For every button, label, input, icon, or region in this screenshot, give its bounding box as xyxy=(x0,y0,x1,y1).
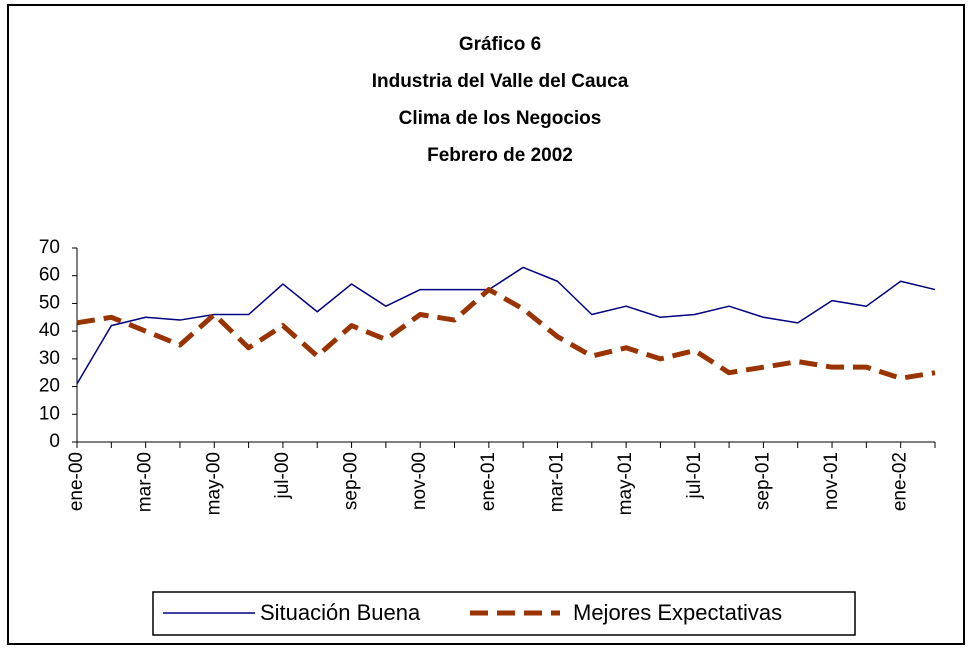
legend-label: Situación Buena xyxy=(260,600,421,625)
y-tick-label: 10 xyxy=(39,403,60,424)
legend-label: Mejores Expectativas xyxy=(573,600,782,625)
y-tick-label: 30 xyxy=(39,348,60,369)
y-tick-label: 0 xyxy=(49,431,60,452)
x-tick-label: ene-01 xyxy=(478,452,499,511)
y-tick-label: 20 xyxy=(39,376,60,397)
chart-title: Clima de los Negocios xyxy=(399,108,602,129)
chart-title: Febrero de 2002 xyxy=(427,145,573,166)
x-tick-label: sep-00 xyxy=(341,452,362,510)
x-tick-label: jul-00 xyxy=(272,452,293,499)
x-tick-label: jul-01 xyxy=(684,452,705,499)
x-tick-label: nov-01 xyxy=(821,452,842,510)
x-tick-label: may-00 xyxy=(203,452,224,515)
y-tick-label: 40 xyxy=(39,320,60,341)
x-tick-label: nov-00 xyxy=(409,452,430,510)
y-tick-label: 70 xyxy=(39,237,60,258)
y-tick-label: 60 xyxy=(39,265,60,286)
chart-frame xyxy=(7,4,965,645)
series-line xyxy=(76,287,936,381)
y-tick-label: 50 xyxy=(39,292,60,313)
x-tick-label: ene-02 xyxy=(890,452,911,511)
x-tick-label: mar-01 xyxy=(546,452,567,512)
x-tick-label: mar-00 xyxy=(135,452,156,512)
x-tick-label: may-01 xyxy=(615,452,636,515)
chart-title: Gráfico 6 xyxy=(459,34,541,55)
series-line xyxy=(76,266,936,385)
x-tick-label: sep-01 xyxy=(752,452,773,510)
x-tick-label: ene-00 xyxy=(66,452,87,511)
chart-title: Industria del Valle del Cauca xyxy=(372,71,629,92)
